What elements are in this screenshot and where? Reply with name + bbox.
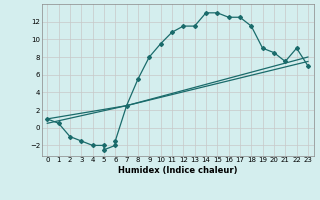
X-axis label: Humidex (Indice chaleur): Humidex (Indice chaleur) <box>118 166 237 175</box>
